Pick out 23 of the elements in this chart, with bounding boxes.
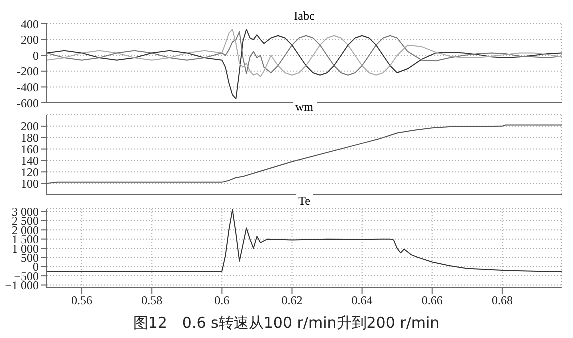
x-tick-label: 0.58 [142,294,163,308]
y-tick-label: 0 [33,48,39,63]
caption: 图12 0.6 s转速从100 r/min升到200 r/min [132,314,441,333]
x-tick-label: 0.56 [72,294,93,308]
x-tick-label: 0.64 [352,294,373,308]
x-tick-label: 0.68 [492,294,513,308]
line-series [47,29,562,100]
y-tick-label: 200 [21,33,39,48]
y-tick-label: -400 [17,80,39,94]
chart-title: Te [296,194,314,208]
y-tick-label: 200 [21,120,39,134]
y-tick-label: -600 [17,96,39,110]
chart-title: wm [292,100,316,114]
line-series [47,124,562,184]
y-tick-label: -200 [17,64,39,79]
x-tick-label: 0.6 [214,294,230,308]
x-tick-label: 0.66 [422,294,443,308]
y-tick-label: 100 [21,176,39,191]
y-tick-label: 120 [21,165,39,180]
x-tick-label: 0.62 [282,294,303,308]
y-tick-label: 400 [21,17,39,32]
chart-title: Iabc [291,9,318,23]
y-tick-label: 180 [21,131,39,146]
